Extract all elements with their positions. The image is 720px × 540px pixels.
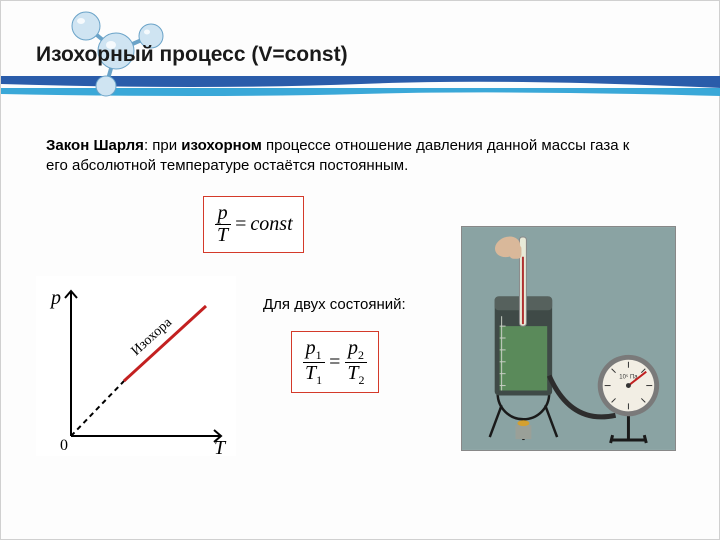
page-title: Изохорный процесс (V=const) xyxy=(36,43,348,67)
law-text: Закон Шарля: при изохорном процессе отно… xyxy=(46,136,646,177)
formula-two-states: p1 T1 = p2 T2 xyxy=(291,331,379,393)
apparatus-illustration: 10⁵ Па xyxy=(461,226,676,451)
graph-x-label: T xyxy=(214,437,227,456)
graph-origin: 0 xyxy=(60,437,68,454)
pressure-gauge-icon: 10⁵ Па xyxy=(598,355,659,416)
isochore-graph: p T 0 Изохора xyxy=(36,276,236,456)
two-states-label: Для двух состояний: xyxy=(263,296,406,313)
formula-pt-const: pT = const xyxy=(203,196,304,253)
graph-y-label: p xyxy=(49,287,61,309)
law-process: изохорном xyxy=(181,137,262,154)
law-name: Закон Шарля xyxy=(46,137,144,154)
